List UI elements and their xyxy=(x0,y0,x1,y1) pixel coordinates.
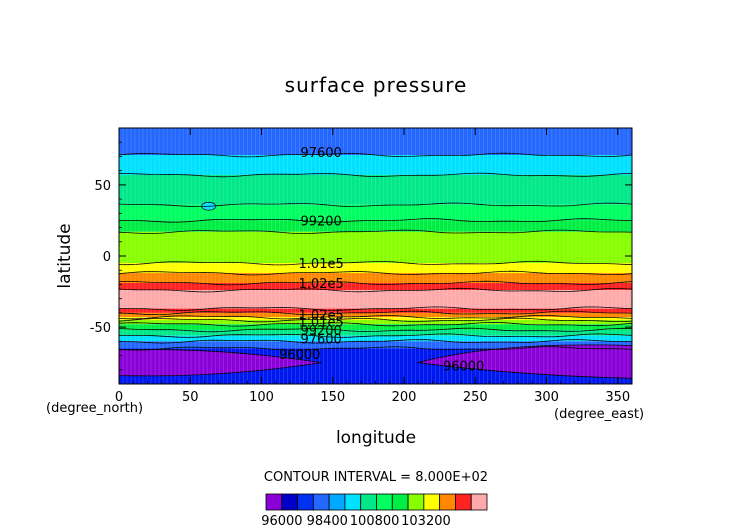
contour-band-2 xyxy=(119,174,632,205)
y-tick-label-0: -50 xyxy=(90,321,111,336)
contour-band-14 xyxy=(119,324,632,330)
colorbar-swatch-9 xyxy=(407,493,425,511)
contour-label-layer: 97600992001.01e51.02e51.02e51.01e5992009… xyxy=(279,146,484,374)
contour-line-2 xyxy=(118,202,633,208)
contour-fill-layer xyxy=(118,128,633,384)
colorbar-swatch-11 xyxy=(439,493,456,511)
contour-label-7: 97600 xyxy=(300,332,341,347)
contour-band-11 xyxy=(119,312,632,318)
colorbar-swatch-4 xyxy=(328,493,346,511)
contour-label-9: 96000 xyxy=(443,360,484,375)
contour-label-6: 99200 xyxy=(300,324,341,339)
contour-line-17 xyxy=(118,346,633,351)
contour-band-4 xyxy=(119,220,632,232)
contour-band-8 xyxy=(119,283,632,291)
colorbar-label-1: 98400 xyxy=(307,514,348,529)
colorbar-swatch-0 xyxy=(265,493,283,511)
colorbar-label-0: 96000 xyxy=(261,514,302,529)
contour-band-6 xyxy=(119,263,632,274)
colorbar-label-3: 103200 xyxy=(401,514,451,529)
contour-label-4: 1.02e5 xyxy=(299,308,344,323)
contour-band-15 xyxy=(119,329,632,336)
y-unit-label: (degree_north) xyxy=(46,401,143,416)
x-tick-label-0: 0 xyxy=(115,390,123,405)
y-axis-title: latitude xyxy=(55,223,75,288)
colorbar-swatch-3 xyxy=(312,493,330,511)
low-pressure-region-west xyxy=(118,349,322,377)
colorbar-swatch-8 xyxy=(391,493,409,511)
contour-label-0: 97600 xyxy=(300,146,341,161)
contour-label-5: 1.01e5 xyxy=(299,315,344,330)
chart-title: surface pressure xyxy=(285,73,468,97)
contour-line-16 xyxy=(118,339,632,344)
contour-line-15 xyxy=(118,333,633,338)
colorbar-swatch-2 xyxy=(297,493,314,511)
contour-band-1 xyxy=(119,155,632,175)
contour-line-14 xyxy=(118,327,633,333)
x-axis: 0 50 100 150 200 250 300 350 xyxy=(115,128,630,405)
contour-interval-text: CONTOUR INTERVAL = 8.000E+02 xyxy=(264,470,488,485)
colorbar-swatch-6 xyxy=(360,493,377,511)
colorbar-swatch-12 xyxy=(455,493,472,511)
contour-label-8: 96000 xyxy=(279,348,320,363)
contour-label-3: 1.02e5 xyxy=(299,277,344,292)
contour-line-13 xyxy=(118,321,633,327)
x-tick-label-6: 300 xyxy=(534,390,559,405)
x-tick-label-5: 250 xyxy=(463,390,488,405)
contour-band-13 xyxy=(119,320,632,325)
contour-line-10 xyxy=(118,310,633,316)
contour-line-9 xyxy=(119,306,633,311)
x-tick-label-7: 350 xyxy=(605,390,630,405)
x-tick-label-3: 150 xyxy=(320,390,345,405)
contour-line-8 xyxy=(118,287,633,293)
contour-band-17 xyxy=(119,341,632,349)
y-tick-label-1: 0 xyxy=(103,250,111,265)
colorbar-swatch-1 xyxy=(281,493,298,511)
x-tick-label-2: 100 xyxy=(249,390,274,405)
contour-label-2: 1.01e5 xyxy=(299,257,344,272)
contour-band-9 xyxy=(119,290,632,309)
contour-line-6 xyxy=(118,270,633,276)
colorbar-swatch-7 xyxy=(376,493,393,511)
colorbar-swatch-10 xyxy=(423,493,441,511)
contour-line-12 xyxy=(118,317,633,323)
contour-line-3 xyxy=(119,218,632,223)
contour-line-7 xyxy=(118,280,633,286)
contour-band-16 xyxy=(119,335,632,342)
colorbar-swatch-5 xyxy=(344,493,362,511)
contour-line-layer xyxy=(118,152,633,351)
plot-area: 97600992001.01e51.02e51.02e51.01e5992009… xyxy=(90,127,633,405)
x-axis-title: longitude xyxy=(336,428,416,448)
colorbar: 96000 98400 100800 103200 xyxy=(261,493,488,529)
grid-overlay xyxy=(118,128,633,384)
contour-label-1: 99200 xyxy=(300,214,341,229)
contour-band-3 xyxy=(119,204,632,221)
contour-band-5 xyxy=(119,231,632,264)
x-unit-label: (degree_east) xyxy=(554,407,644,422)
contour-band-7 xyxy=(119,273,632,284)
contour-line-1 xyxy=(118,172,633,178)
contour-line-5 xyxy=(118,260,633,266)
contour-band-10 xyxy=(119,308,632,313)
x-tick-label-4: 200 xyxy=(392,390,417,405)
contour-line-0 xyxy=(118,152,633,158)
y-tick-label-2: 50 xyxy=(94,179,111,194)
colorbar-swatch-13 xyxy=(470,493,488,511)
x-tick-label-1: 50 xyxy=(182,390,199,405)
y-axis: -50 0 50 xyxy=(90,141,632,371)
contour-line-11 xyxy=(118,315,633,320)
contour-line-4 xyxy=(118,229,633,234)
colorbar-label-2: 100800 xyxy=(350,514,400,529)
